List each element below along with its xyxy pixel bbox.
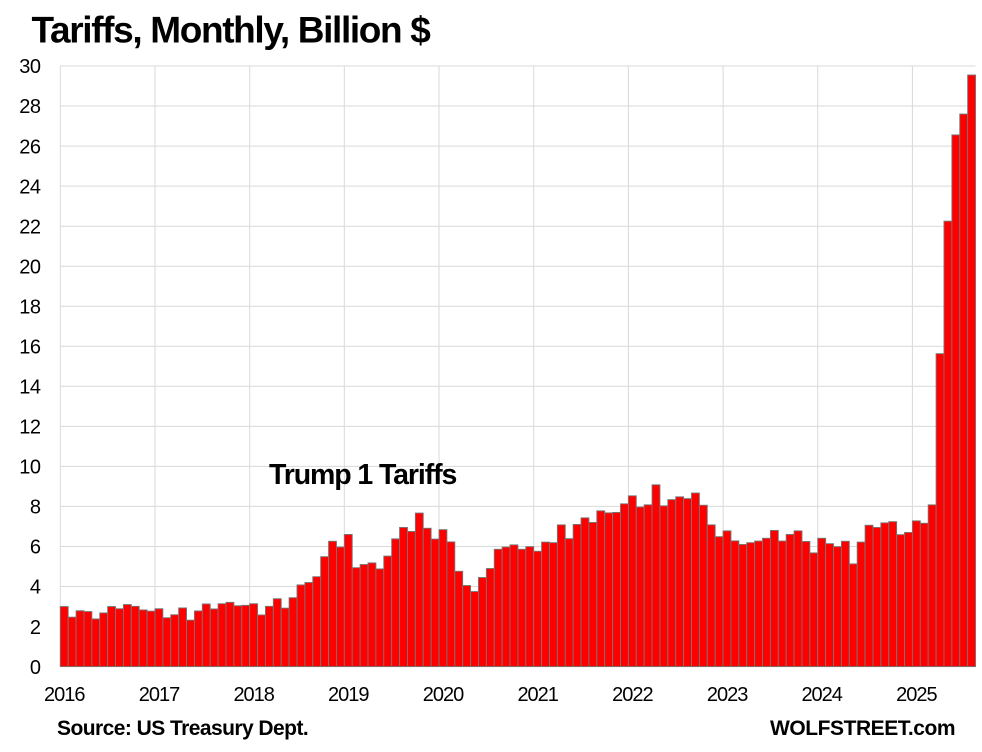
svg-text:2016: 2016 — [44, 684, 85, 706]
svg-text:Source: US Treasury Dept.: Source: US Treasury Dept. — [57, 717, 308, 740]
svg-text:12: 12 — [19, 417, 41, 439]
svg-text:14: 14 — [19, 377, 41, 399]
svg-text:Trump 1 Tariffs: Trump 1 Tariffs — [269, 459, 457, 491]
svg-text:28: 28 — [19, 96, 41, 118]
svg-text:2017: 2017 — [139, 684, 180, 706]
svg-text:8: 8 — [30, 497, 41, 519]
svg-text:26: 26 — [19, 136, 41, 158]
svg-text:16: 16 — [19, 337, 41, 359]
svg-text:2018: 2018 — [233, 684, 274, 706]
svg-text:18: 18 — [19, 296, 41, 318]
svg-text:4: 4 — [30, 577, 41, 599]
svg-text:10: 10 — [19, 457, 41, 479]
svg-text:2: 2 — [30, 617, 41, 639]
svg-text:2020: 2020 — [423, 684, 464, 706]
svg-text:2024: 2024 — [801, 684, 842, 706]
svg-text:0: 0 — [30, 657, 41, 679]
svg-text:20: 20 — [19, 256, 41, 278]
svg-text:30: 30 — [19, 56, 41, 78]
svg-text:2023: 2023 — [707, 684, 748, 706]
svg-text:2021: 2021 — [517, 684, 558, 706]
svg-text:2025: 2025 — [896, 684, 937, 706]
svg-text:24: 24 — [19, 176, 41, 198]
svg-text:WOLFSTREET.com: WOLFSTREET.com — [770, 717, 955, 740]
svg-text:2019: 2019 — [328, 684, 369, 706]
svg-text:6: 6 — [30, 537, 41, 559]
svg-text:Tariffs, Monthly, Billion $: Tariffs, Monthly, Billion $ — [32, 10, 432, 51]
svg-text:22: 22 — [19, 216, 41, 238]
svg-text:2022: 2022 — [612, 684, 653, 706]
